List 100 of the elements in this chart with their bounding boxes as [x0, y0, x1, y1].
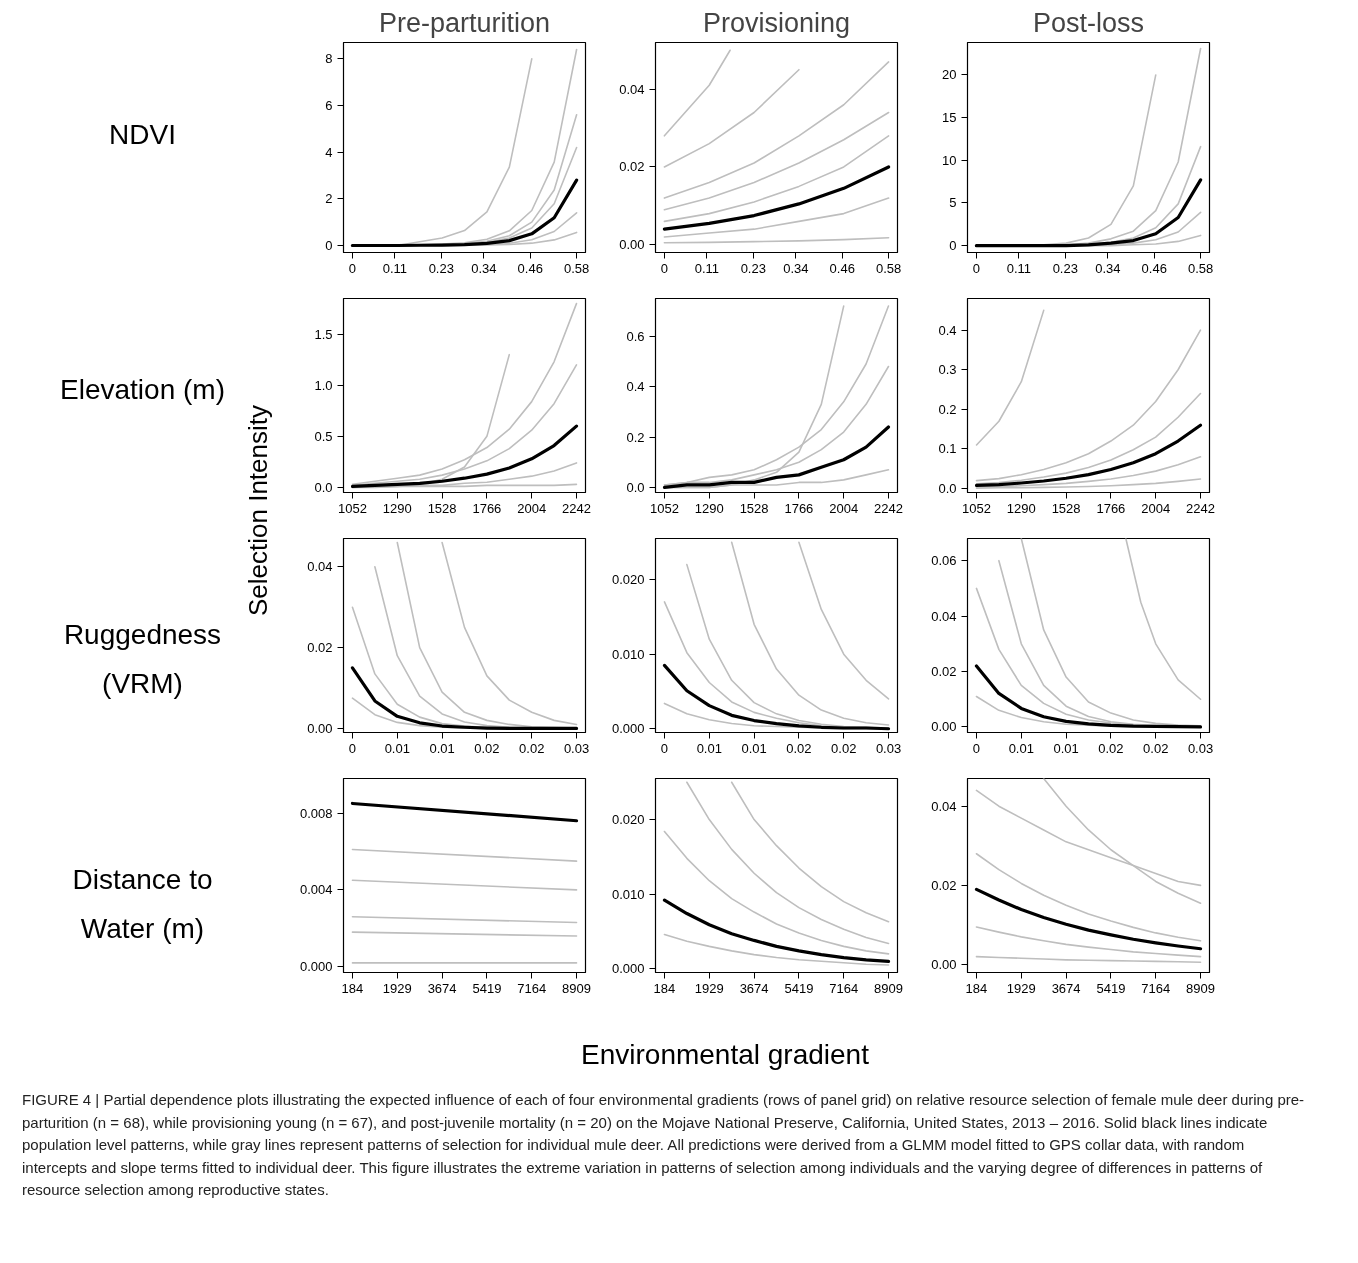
x-tick-label: 0.01 — [741, 740, 767, 756]
y-tick-label: 0.04 — [619, 81, 645, 97]
x-tick-label: 3674 — [1051, 980, 1081, 996]
y-tick-label: 5 — [949, 195, 957, 211]
text: Distance to Water (m) — [71, 863, 214, 946]
x-tick-label: 184 — [653, 980, 676, 996]
x-tick-label: 5419 — [1096, 980, 1126, 996]
y-tick-label: 15 — [942, 110, 957, 126]
y-tick-label: 20 — [942, 67, 957, 83]
x-tick-label: 0.11 — [1006, 260, 1032, 276]
x-tick-label: 7164 — [829, 980, 859, 996]
x-tick-label: 0.03 — [563, 740, 590, 756]
x-tick-label: 1929 — [1006, 980, 1036, 996]
x-tick-label: 2004 — [829, 500, 859, 516]
y-tick-label: 0.4 — [626, 379, 645, 395]
x-tick-label: 0.46 — [517, 260, 543, 276]
x-tick-label: 0.01 — [384, 740, 410, 756]
x-tick-label: 3674 — [427, 980, 457, 996]
y-tick-label: 0.020 — [611, 812, 645, 828]
x-tick-label: 0 — [972, 740, 981, 756]
y-tick-label: 0.04 — [307, 559, 333, 575]
x-tick-label: 0 — [348, 260, 357, 276]
y-tick-label: 8 — [325, 51, 333, 67]
x-tick-label: 0 — [348, 740, 357, 756]
y-tick-label: 1.5 — [314, 326, 333, 342]
y-tick-label: 0.02 — [307, 640, 333, 656]
x-tick-label: 5419 — [784, 980, 814, 996]
x-tick-label: 0.34 — [1095, 260, 1121, 276]
chart-title: Post-loss — [1032, 7, 1145, 38]
chart-title: Pre-parturition — [378, 7, 551, 38]
y-tick-label: 0.00 — [931, 957, 957, 973]
y-tick-label: 0.00 — [931, 719, 957, 735]
chart-title: Provisioning — [702, 7, 851, 38]
x-tick-label: 0.58 — [563, 260, 590, 276]
x-tick-label: 0.03 — [875, 740, 902, 756]
x-axis-title: Environmental gradient — [581, 1038, 869, 1072]
y-tick-label: 0.010 — [611, 646, 645, 662]
y-tick-label: 0.000 — [611, 961, 645, 977]
x-tick-label: 0.34 — [471, 260, 497, 276]
y-tick-label: 0.02 — [931, 877, 957, 893]
x-tick-label: 2242 — [562, 500, 591, 516]
x-tick-label: 0.02 — [474, 740, 500, 756]
x-tick-label: 2004 — [1141, 500, 1171, 516]
x-tick-label: 0 — [660, 260, 669, 276]
x-tick-label: 0.23 — [1052, 260, 1078, 276]
x-tick-label: 2242 — [874, 500, 903, 516]
y-tick-label: 0.000 — [611, 721, 645, 737]
x-tick-label: 0.23 — [428, 260, 454, 276]
x-tick-label: 1290 — [1006, 500, 1036, 516]
x-tick-label: 1052 — [650, 500, 679, 516]
y-tick-label: 6 — [325, 98, 333, 113]
x-tick-label: 1052 — [962, 500, 991, 516]
y-axis-title: Selection Intensity — [242, 404, 274, 616]
x-tick-label: 0.02 — [519, 740, 545, 756]
x-tick-label: 0.03 — [1187, 740, 1214, 756]
text: Elevation (m) — [60, 373, 225, 407]
x-tick-label: 1528 — [739, 500, 769, 516]
x-tick-label: 1929 — [382, 980, 412, 996]
y-tick-label: 0.02 — [931, 664, 957, 680]
x-tick-label: 0 — [972, 260, 981, 276]
y-tick-label: 0.000 — [299, 959, 333, 975]
y-tick-label: 0.00 — [619, 237, 645, 253]
y-tick-label: 0.0 — [314, 479, 333, 495]
y-tick-label: 1.0 — [314, 377, 333, 393]
y-tick-label: 0.06 — [931, 553, 957, 569]
x-tick-label: 1052 — [338, 500, 367, 516]
y-tick-label: 0.0 — [938, 481, 957, 497]
x-tick-label: 0.01 — [1053, 740, 1079, 756]
y-tick-label: 0.2 — [626, 429, 645, 445]
x-tick-label: 184 — [341, 980, 364, 996]
x-tick-label: 2004 — [517, 500, 547, 516]
x-tick-label: 0.11 — [694, 260, 720, 276]
y-tick-label: 0.1 — [938, 441, 957, 457]
y-tick-label: 0.04 — [931, 608, 957, 624]
x-tick-label: 1290 — [694, 500, 724, 516]
y-tick-label: 0 — [949, 238, 957, 254]
text: NDVI — [109, 118, 176, 152]
x-tick-label: 0.02 — [786, 740, 812, 756]
x-tick-label: 0.01 — [429, 740, 455, 756]
x-tick-label: 0.58 — [1187, 260, 1214, 276]
y-tick-label: 10 — [942, 152, 957, 168]
y-tick-label: 0.010 — [611, 886, 645, 902]
x-tick-label: 7164 — [517, 980, 547, 996]
y-tick-label: 4 — [325, 144, 333, 160]
x-tick-label: 1290 — [382, 500, 412, 516]
x-tick-label: 0.46 — [1141, 260, 1167, 276]
text: Ruggedness (VRM) — [62, 618, 223, 701]
y-tick-label: 0.020 — [611, 572, 645, 588]
y-tick-label: 0.5 — [314, 428, 333, 444]
y-tick-label: 0.3 — [938, 362, 957, 378]
x-tick-label: 1766 — [784, 500, 814, 516]
x-tick-label: 0.46 — [829, 260, 855, 276]
x-tick-label: 8909 — [562, 980, 591, 996]
x-tick-label: 7164 — [1141, 980, 1171, 996]
x-tick-label: 0.02 — [831, 740, 857, 756]
x-tick-label: 1766 — [472, 500, 502, 516]
x-tick-label: 0.01 — [1008, 740, 1034, 756]
x-tick-label: 0.02 — [1143, 740, 1169, 756]
y-tick-label: 0.008 — [299, 805, 333, 821]
x-tick-label: 184 — [965, 980, 988, 996]
